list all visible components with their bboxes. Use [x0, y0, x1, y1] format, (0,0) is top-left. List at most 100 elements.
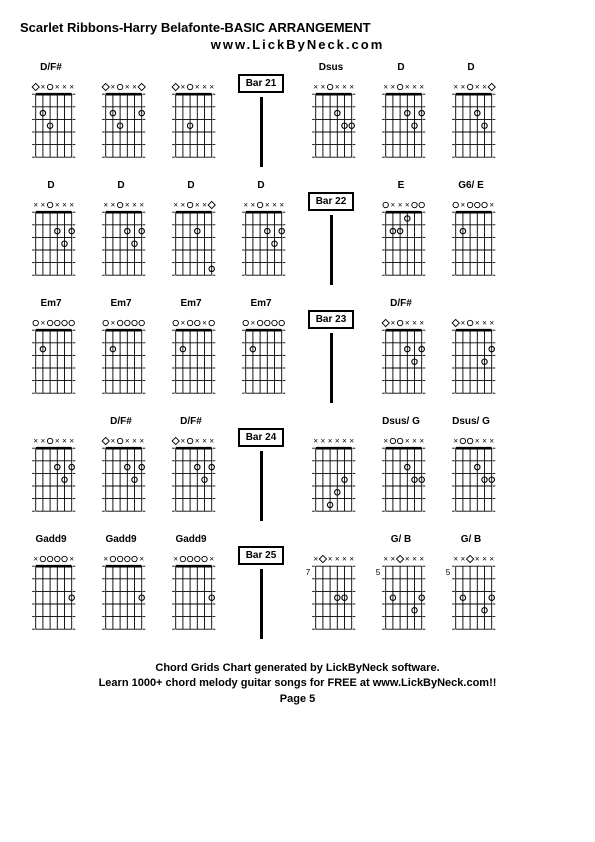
- bar-marker: Bar 25: [230, 534, 292, 640]
- svg-text:×: ×: [202, 201, 207, 210]
- page-title: Scarlet Ribbons-Harry Belafonte-BASIC AR…: [20, 20, 575, 35]
- chord-name-label: G6/ E: [458, 180, 484, 194]
- svg-text:5: 5: [376, 568, 381, 577]
- svg-text:×: ×: [173, 201, 178, 210]
- svg-text:×: ×: [173, 555, 178, 564]
- chord-diagram: ×××: [90, 62, 152, 168]
- svg-text:×: ×: [461, 319, 466, 328]
- svg-text:×: ×: [62, 83, 67, 92]
- bar-label: Bar 24: [238, 428, 285, 447]
- bar-marker: Bar 22: [300, 180, 362, 286]
- svg-text:×: ×: [475, 437, 480, 446]
- chord-name-label: Gadd9: [105, 534, 136, 548]
- svg-text:×: ×: [335, 83, 340, 92]
- chord-diagram: Gadd9××: [20, 534, 82, 640]
- bar-label: Bar 25: [238, 546, 285, 565]
- svg-text:×: ×: [181, 437, 186, 446]
- svg-text:×: ×: [202, 437, 207, 446]
- svg-text:×: ×: [313, 555, 318, 564]
- svg-text:×: ×: [405, 437, 410, 446]
- svg-text:×: ×: [482, 555, 487, 564]
- svg-text:×: ×: [419, 555, 424, 564]
- svg-text:×: ×: [125, 201, 130, 210]
- svg-text:×: ×: [489, 319, 494, 328]
- chord-diagram: ××××: [160, 62, 222, 168]
- chord-name-label: D: [397, 62, 404, 76]
- svg-text:×: ×: [482, 319, 487, 328]
- svg-text:×: ×: [489, 201, 494, 210]
- svg-text:×: ×: [69, 83, 74, 92]
- svg-text:×: ×: [265, 201, 270, 210]
- svg-text:×: ×: [349, 437, 354, 446]
- svg-text:×: ×: [195, 201, 200, 210]
- svg-text:×: ×: [412, 437, 417, 446]
- svg-text:×: ×: [41, 437, 46, 446]
- svg-text:×: ×: [321, 437, 326, 446]
- svg-text:×: ×: [111, 201, 116, 210]
- svg-text:×: ×: [195, 83, 200, 92]
- chord-name-label: G/ B: [461, 534, 482, 548]
- svg-text:×: ×: [335, 555, 340, 564]
- svg-text:×: ×: [251, 319, 256, 328]
- svg-text:×: ×: [41, 319, 46, 328]
- svg-text:×: ×: [475, 319, 480, 328]
- footer-line-2: Learn 1000+ chord melody guitar songs fo…: [20, 676, 575, 691]
- svg-text:×: ×: [482, 83, 487, 92]
- chord-name-label: D: [117, 180, 124, 194]
- svg-text:×: ×: [132, 83, 137, 92]
- svg-text:×: ×: [461, 555, 466, 564]
- chord-diagram: Em7××: [160, 298, 222, 404]
- chord-name-label: Em7: [40, 298, 61, 312]
- chord-diagram: D×××××: [90, 180, 152, 286]
- chord-diagram: Dsus/ G××××: [370, 416, 432, 522]
- chord-diagram: Em7×: [230, 298, 292, 404]
- svg-text:×: ×: [55, 437, 60, 446]
- svg-text:×: ×: [398, 201, 403, 210]
- svg-text:×: ×: [195, 437, 200, 446]
- svg-text:×: ×: [405, 319, 410, 328]
- website-url: www.LickByNeck.com: [20, 37, 575, 52]
- svg-text:×: ×: [313, 83, 318, 92]
- chord-diagram: Gadd9××: [90, 534, 152, 640]
- svg-text:×: ×: [55, 201, 60, 210]
- svg-text:×: ×: [202, 319, 207, 328]
- svg-text:×: ×: [69, 201, 74, 210]
- chord-diagram: ×××××: [20, 416, 82, 522]
- chord-diagram: ××××: [440, 298, 502, 404]
- chord-diagram: Dsus/ G××××: [440, 416, 502, 522]
- chord-diagram: D×××××: [20, 180, 82, 286]
- svg-text:×: ×: [139, 555, 144, 564]
- chord-diagram: G/ B×××××5: [440, 534, 502, 640]
- svg-text:×: ×: [181, 201, 186, 210]
- svg-text:×: ×: [328, 437, 333, 446]
- chord-name-label: D: [47, 180, 54, 194]
- page-footer: Chord Grids Chart generated by LickByNec…: [20, 661, 575, 707]
- svg-text:×: ×: [103, 201, 108, 210]
- chord-name-label: G/ B: [391, 534, 412, 548]
- svg-text:×: ×: [461, 83, 466, 92]
- svg-text:×: ×: [125, 437, 130, 446]
- svg-text:×: ×: [419, 83, 424, 92]
- svg-text:×: ×: [251, 201, 256, 210]
- svg-text:×: ×: [33, 201, 38, 210]
- bar-vertical-line: [330, 333, 333, 403]
- chord-diagram: D××××: [160, 180, 222, 286]
- svg-text:×: ×: [342, 437, 347, 446]
- chord-name-label: D/F#: [110, 416, 132, 430]
- svg-text:×: ×: [391, 83, 396, 92]
- bar-label: Bar 23: [308, 310, 355, 329]
- chord-diagram: Dsus×××××: [300, 62, 362, 168]
- svg-text:×: ×: [41, 201, 46, 210]
- svg-text:×: ×: [391, 555, 396, 564]
- svg-text:×: ×: [62, 437, 67, 446]
- svg-text:×: ×: [405, 201, 410, 210]
- svg-text:×: ×: [453, 437, 458, 446]
- chord-diagram: D×××××: [370, 62, 432, 168]
- chord-diagram: E×××: [370, 180, 432, 286]
- svg-text:×: ×: [132, 201, 137, 210]
- svg-text:×: ×: [243, 201, 248, 210]
- svg-text:×: ×: [328, 555, 333, 564]
- chord-diagram: D×××××: [230, 180, 292, 286]
- svg-text:×: ×: [461, 201, 466, 210]
- chord-name-label: Dsus: [319, 62, 343, 76]
